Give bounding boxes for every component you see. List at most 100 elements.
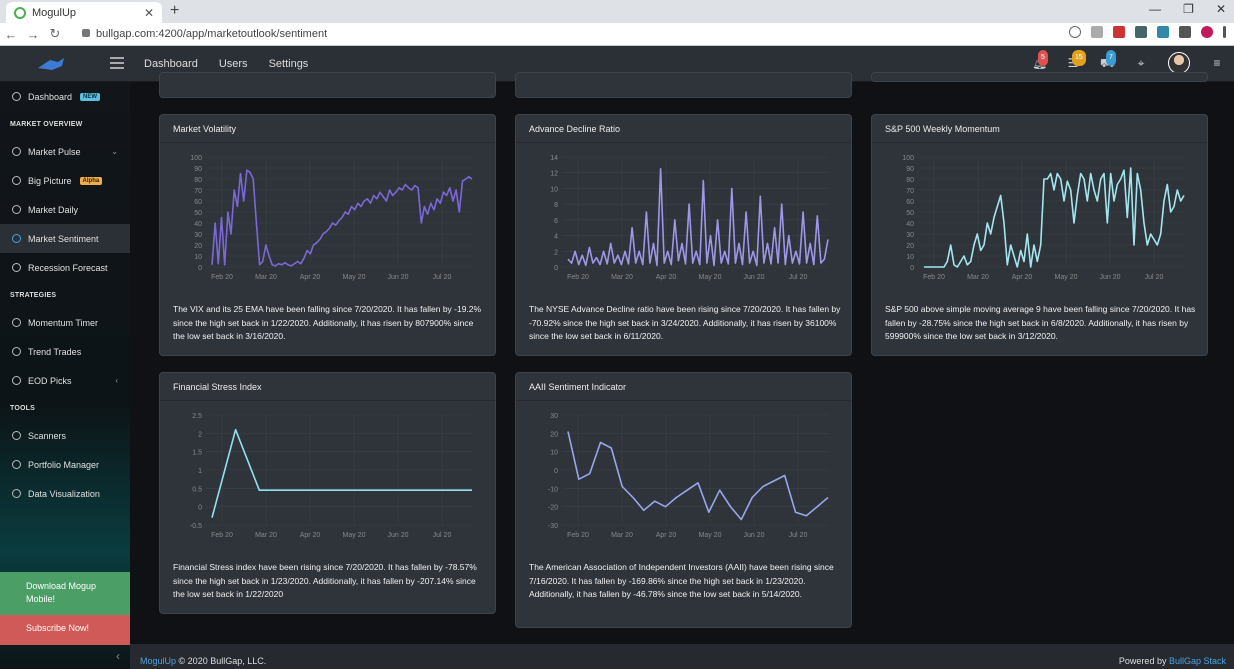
- puzzle-icon[interactable]: [1179, 26, 1191, 38]
- reload-icon[interactable]: ↻: [49, 26, 61, 41]
- restore-icon[interactable]: ❐: [1183, 2, 1194, 16]
- y-tick-label: 30: [194, 232, 202, 239]
- sidebar-item-big-picture[interactable]: Big Picture Alpha: [0, 166, 130, 195]
- chart-icon: [12, 347, 21, 356]
- browser-tab[interactable]: MogulUp ✕: [6, 2, 162, 23]
- x-tick-label: Jul 20: [789, 274, 808, 281]
- x-tick-label: Feb 20: [211, 532, 233, 539]
- x-tick-label: Mar 20: [611, 274, 633, 281]
- x-tick-label: Feb 20: [567, 274, 589, 281]
- sidebar-item-market-daily[interactable]: Market Daily: [0, 195, 130, 224]
- y-tick-label: 10: [906, 254, 914, 261]
- close-tab-icon[interactable]: ✕: [143, 5, 154, 20]
- star-icon[interactable]: [1069, 26, 1081, 38]
- y-tick-label: -30: [548, 523, 558, 530]
- eye-icon: [12, 263, 21, 272]
- back-icon[interactable]: ←: [4, 26, 18, 42]
- y-tick-label: 80: [906, 177, 914, 184]
- notification-badge: 5: [1038, 50, 1048, 66]
- y-tick-label: 0: [554, 468, 558, 475]
- new-tab-icon[interactable]: +: [170, 2, 180, 19]
- x-tick-label: Apr 20: [300, 532, 321, 539]
- x-tick-label: Jul 20: [789, 532, 808, 539]
- nav-settings[interactable]: Settings: [268, 58, 309, 70]
- sidebar-item-market-pulse[interactable]: Market Pulse ⌄: [0, 137, 130, 166]
- forward-icon[interactable]: →: [26, 26, 40, 42]
- sidebar-item-trend-trades[interactable]: Trend Trades: [0, 337, 130, 366]
- x-tick-label: Apr 20: [1012, 274, 1033, 281]
- footer-left: MogulUp © 2020 BullGap, LLC.: [140, 656, 267, 666]
- x-tick-label: Mar 20: [611, 532, 633, 539]
- x-tick-label: Jun 20: [743, 274, 764, 281]
- x-tick-label: Jul 20: [433, 532, 452, 539]
- x-tick-label: Apr 20: [656, 532, 677, 539]
- sidebar-item-data-visualization[interactable]: Data Visualization: [0, 479, 130, 508]
- y-tick-label: 100: [190, 155, 202, 162]
- partial-card: [515, 72, 852, 98]
- aaii-sentiment-chart: -30 -20 -10 0 10 20 30 Feb 20 Mar 20 Apr 20 May 20…: [548, 413, 829, 539]
- x-tick-label: Jun 20: [1099, 274, 1120, 281]
- cart-icon[interactable]: ⛟7: [1100, 50, 1116, 70]
- subscribe-button[interactable]: Subscribe Now!: [0, 615, 130, 645]
- x-tick-label: Jul 20: [433, 274, 452, 281]
- window-controls: — ❐ ✕: [1149, 2, 1226, 16]
- minimize-icon[interactable]: —: [1149, 2, 1162, 16]
- sidebar-item-recession-forecast[interactable]: Recession Forecast: [0, 253, 130, 282]
- extension-icon[interactable]: [1135, 26, 1147, 38]
- profile-icon[interactable]: [1201, 26, 1213, 38]
- stack-link[interactable]: BullGap Stack: [1168, 656, 1226, 666]
- sidebar-item-market-sentiment[interactable]: Market Sentiment: [0, 224, 130, 253]
- bell-icon[interactable]: 🔔︎5: [1032, 50, 1048, 70]
- x-tick-label: Jun 20: [387, 532, 408, 539]
- x-tick-label: May 20: [343, 532, 366, 539]
- location-icon[interactable]: ⌖: [1137, 56, 1145, 70]
- menu-icon[interactable]: ≡: [1213, 56, 1221, 70]
- extensions: [1069, 26, 1226, 38]
- footer: MogulUp © 2020 BullGap, LLC. Powered by …: [130, 644, 1234, 669]
- y-tick-label: 80: [194, 177, 202, 184]
- y-tick-label: 1: [198, 468, 202, 475]
- menu-dots-icon[interactable]: [1223, 26, 1226, 38]
- nav-users[interactable]: Users: [218, 58, 248, 70]
- market-volatility-card: Market Volatility 0 10 20 30 40 50 60 70 80 90 100…: [159, 114, 496, 356]
- y-tick-label: 0: [198, 505, 202, 512]
- extension-icon[interactable]: [1157, 26, 1169, 38]
- chevron-left-icon: ‹: [115, 376, 118, 385]
- menu-toggle-icon[interactable]: [110, 57, 124, 69]
- briefcase-icon: [12, 460, 21, 469]
- y-tick-label: 20: [906, 243, 914, 250]
- x-tick-label: May 20: [1055, 274, 1078, 281]
- card-description: The American Association of Independent …: [529, 562, 834, 599]
- sidebar-item-momentum-timer[interactable]: Momentum Timer: [0, 308, 130, 337]
- brand-link[interactable]: MogulUp: [140, 656, 177, 666]
- logo-icon[interactable]: [36, 56, 66, 74]
- financial-stress-card: Financial Stress Index -0.5 0 0.5 1 1.5 2 2.5 F…: [159, 372, 496, 614]
- alpha-badge: Alpha: [79, 176, 103, 185]
- y-tick-label: 4: [554, 234, 558, 241]
- extension-icon[interactable]: [1113, 26, 1125, 38]
- download-mobile-button[interactable]: Download Mogup Mobile!: [0, 572, 130, 615]
- avatar[interactable]: [1168, 52, 1190, 74]
- visualization-icon: [12, 489, 21, 498]
- collapse-sidebar-icon[interactable]: ‹: [116, 649, 120, 663]
- x-tick-label: May 20: [699, 274, 722, 281]
- sidebar-item-dashboard[interactable]: Dashboard NEW: [0, 82, 130, 111]
- x-tick-label: Apr 20: [300, 274, 321, 281]
- nav-dashboard[interactable]: Dashboard: [144, 58, 198, 70]
- cart-badge: 7: [1106, 50, 1116, 66]
- close-window-icon[interactable]: ✕: [1215, 2, 1226, 16]
- flag-icon: [12, 205, 21, 214]
- sidebar-item-eod-picks[interactable]: EOD Picks ‹: [0, 366, 130, 395]
- top-nav: Dashboard Users Settings: [144, 58, 308, 70]
- url-field[interactable]: bullgap.com:4200/app/marketoutlook/senti…: [82, 28, 327, 40]
- card-title: Advance Decline Ratio: [516, 115, 851, 143]
- series-line: [211, 169, 473, 267]
- y-tick-label: 30: [906, 232, 914, 239]
- tab-title: MogulUp: [32, 6, 77, 19]
- list-icon[interactable]: ☰15: [1066, 50, 1086, 70]
- sidebar-item-portfolio-manager[interactable]: Portfolio Manager: [0, 450, 130, 479]
- x-tick-label: Feb 20: [211, 274, 233, 281]
- sidebar-item-scanners[interactable]: Scanners: [0, 421, 130, 450]
- y-tick-label: 12: [550, 171, 558, 178]
- extension-icon[interactable]: [1091, 26, 1103, 38]
